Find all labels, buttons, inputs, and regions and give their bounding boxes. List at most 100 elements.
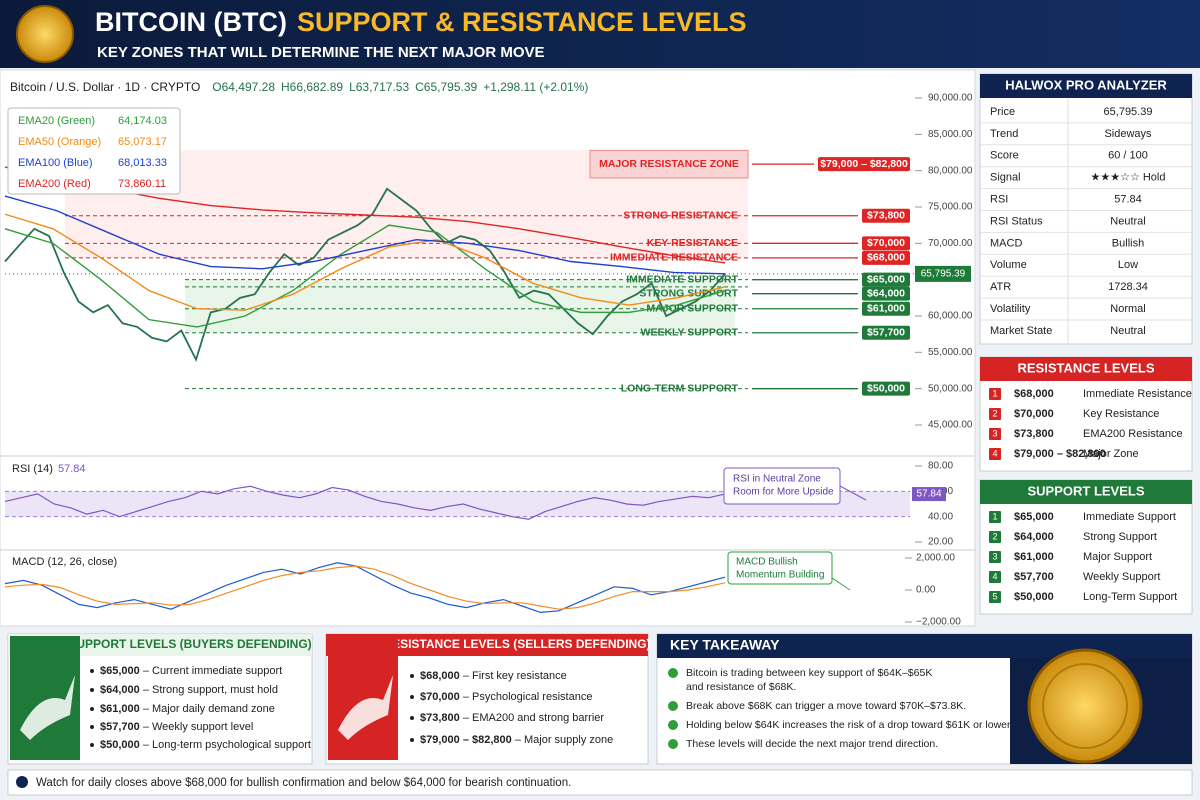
level-name: KEY RESISTANCE: [647, 237, 738, 249]
chart-title: Bitcoin / U.S. Dollar · 1D · CRYPTO: [10, 80, 200, 94]
panel-title: SUPPORT LEVELS (BUYERS DEFENDING): [68, 637, 311, 651]
ema-line: [4, 195, 726, 275]
coin-inner: [1042, 663, 1128, 749]
rank-badge: [989, 591, 1001, 603]
rank-badge: [989, 531, 1001, 543]
analyzer-key: Trend: [990, 128, 1018, 140]
panel-item: $73,800 – EMA200 and strong barrier: [420, 712, 604, 724]
level-name: LONG-TERM SUPPORT: [621, 382, 739, 394]
check-icon: [668, 739, 678, 749]
legend-name: EMA200 (Red): [18, 178, 91, 190]
level-price: $70,000: [1014, 408, 1054, 420]
panel-item: $61,000 – Major daily demand zone: [100, 703, 275, 715]
level-price: $57,700: [1014, 571, 1054, 583]
annotation: Room for More Upside: [733, 487, 834, 498]
level-badge: [818, 157, 910, 172]
panel-item: $65,000 – Current immediate support: [100, 665, 282, 677]
level-badge-label: $57,700: [867, 326, 905, 338]
analyzer-key: Market State: [990, 325, 1052, 337]
level-badge: [862, 236, 910, 251]
rank: 3: [992, 428, 997, 438]
macd-line: [4, 562, 726, 614]
item-text: – Psychological resistance: [460, 691, 593, 703]
level-desc: EMA200 Resistance: [1083, 428, 1183, 440]
price-line: [4, 187, 726, 362]
analyzer-key: Price: [990, 106, 1015, 118]
check-icon: [668, 701, 678, 711]
rank: 4: [992, 448, 997, 458]
analyzer-key: Signal: [990, 172, 1021, 184]
legend-name: EMA100 (Blue): [18, 157, 93, 169]
takeaway-item: and resistance of $68K.: [686, 681, 796, 693]
panel-item: $64,000 – Strong support, must hold: [100, 684, 278, 696]
levels-title: RESISTANCE LEVELS: [1017, 360, 1154, 375]
macd-line: [4, 565, 726, 610]
levels-header: [980, 357, 1192, 381]
rank: 2: [992, 531, 997, 541]
item-text: – Long-term psychological support: [140, 739, 311, 751]
level-desc: Immediate Support: [1083, 511, 1176, 523]
rsi-tag: [912, 487, 946, 502]
y-tick-label: 50,000.00: [928, 383, 973, 394]
takeaway-item: Holding below $64K increases the risk of…: [686, 719, 1013, 731]
rank-badge: [989, 511, 1001, 523]
level-price: $64,000: [1014, 531, 1054, 543]
ema-line: [4, 224, 726, 328]
subtitle: KEY ZONES THAT WILL DETERMINE THE NEXT M…: [97, 44, 545, 61]
panel-item: $50,000 – Long-term psychological suppor…: [100, 739, 311, 751]
rsi-value: 57.84: [58, 463, 86, 475]
footer-note: Watch for daily closes above $68,000 for…: [36, 777, 571, 789]
bullet: [90, 743, 94, 747]
rsi-tag-label: 57.84: [916, 489, 941, 500]
macd-title: MACD (12, 26, close): [12, 556, 117, 568]
bullet: [90, 725, 94, 729]
legend-box: [7, 107, 181, 195]
takeaway-item: Break above $68K can trigger a move towa…: [686, 700, 966, 712]
level-badge: [862, 272, 910, 287]
level-desc: Major Zone: [1083, 448, 1139, 460]
item-price: $64,000: [100, 684, 140, 696]
y-tick-label: 80,000.00: [928, 165, 973, 176]
level-badge-label: $61,000: [867, 303, 905, 315]
takeaway-item: These levels will decide the next major …: [686, 738, 938, 750]
panel-item: $79,000 – $82,800 – Major supply zone: [420, 734, 613, 746]
item-text: – Current immediate support: [140, 665, 282, 677]
y-tick-label: 2,000.00: [916, 553, 955, 564]
y-tick-label: 60,000.00: [928, 311, 973, 322]
panel-title: RESISTANCE LEVELS (SELLERS DEFENDING): [383, 637, 650, 651]
analyzer-key: Score: [990, 150, 1019, 162]
level-badge-label: $65,000: [867, 273, 905, 285]
info-icon: [16, 776, 28, 788]
item-price: $79,000 – $82,800: [420, 734, 512, 746]
bullet: [410, 695, 414, 699]
rank-badge: [989, 388, 1001, 400]
y-tick-label: −2,000.00: [916, 617, 961, 628]
analyzer-value: Low: [1118, 259, 1138, 271]
level-desc: Strong Support: [1083, 531, 1157, 543]
item-text: – Weekly support level: [140, 721, 254, 733]
analyzer-value: ★★★☆☆ Hold: [1091, 172, 1166, 184]
level-badge-label: $73,800: [867, 210, 905, 222]
check-icon: [668, 668, 678, 678]
bullet: [410, 738, 414, 742]
btc-logo: [16, 5, 74, 63]
level-desc: Key Resistance: [1083, 408, 1159, 420]
y-tick-label: 70,000.00: [928, 238, 973, 249]
legend-value: 65,073.17: [118, 136, 167, 148]
level-badge: [862, 250, 910, 265]
quote: C65,795.39: [415, 80, 477, 94]
annotation: RSI in Neutral Zone: [733, 474, 821, 485]
legend-name: EMA20 (Green): [18, 115, 95, 127]
level-price: $79,000 – $82,800: [1014, 448, 1106, 460]
analyzer-header: [980, 74, 1192, 98]
level-badge: [862, 208, 910, 223]
item-price: $61,000: [100, 703, 140, 715]
item-price: $57,700: [100, 721, 140, 733]
rank-badge: [989, 571, 1001, 583]
rsi-line: [4, 485, 726, 520]
bullet: [90, 707, 94, 711]
level-name: WEEKLY SUPPORT: [641, 326, 739, 338]
analyzer-key: MACD: [990, 237, 1022, 249]
item-text: – Major daily demand zone: [140, 703, 275, 715]
y-tick-label: 0.00: [916, 585, 936, 596]
